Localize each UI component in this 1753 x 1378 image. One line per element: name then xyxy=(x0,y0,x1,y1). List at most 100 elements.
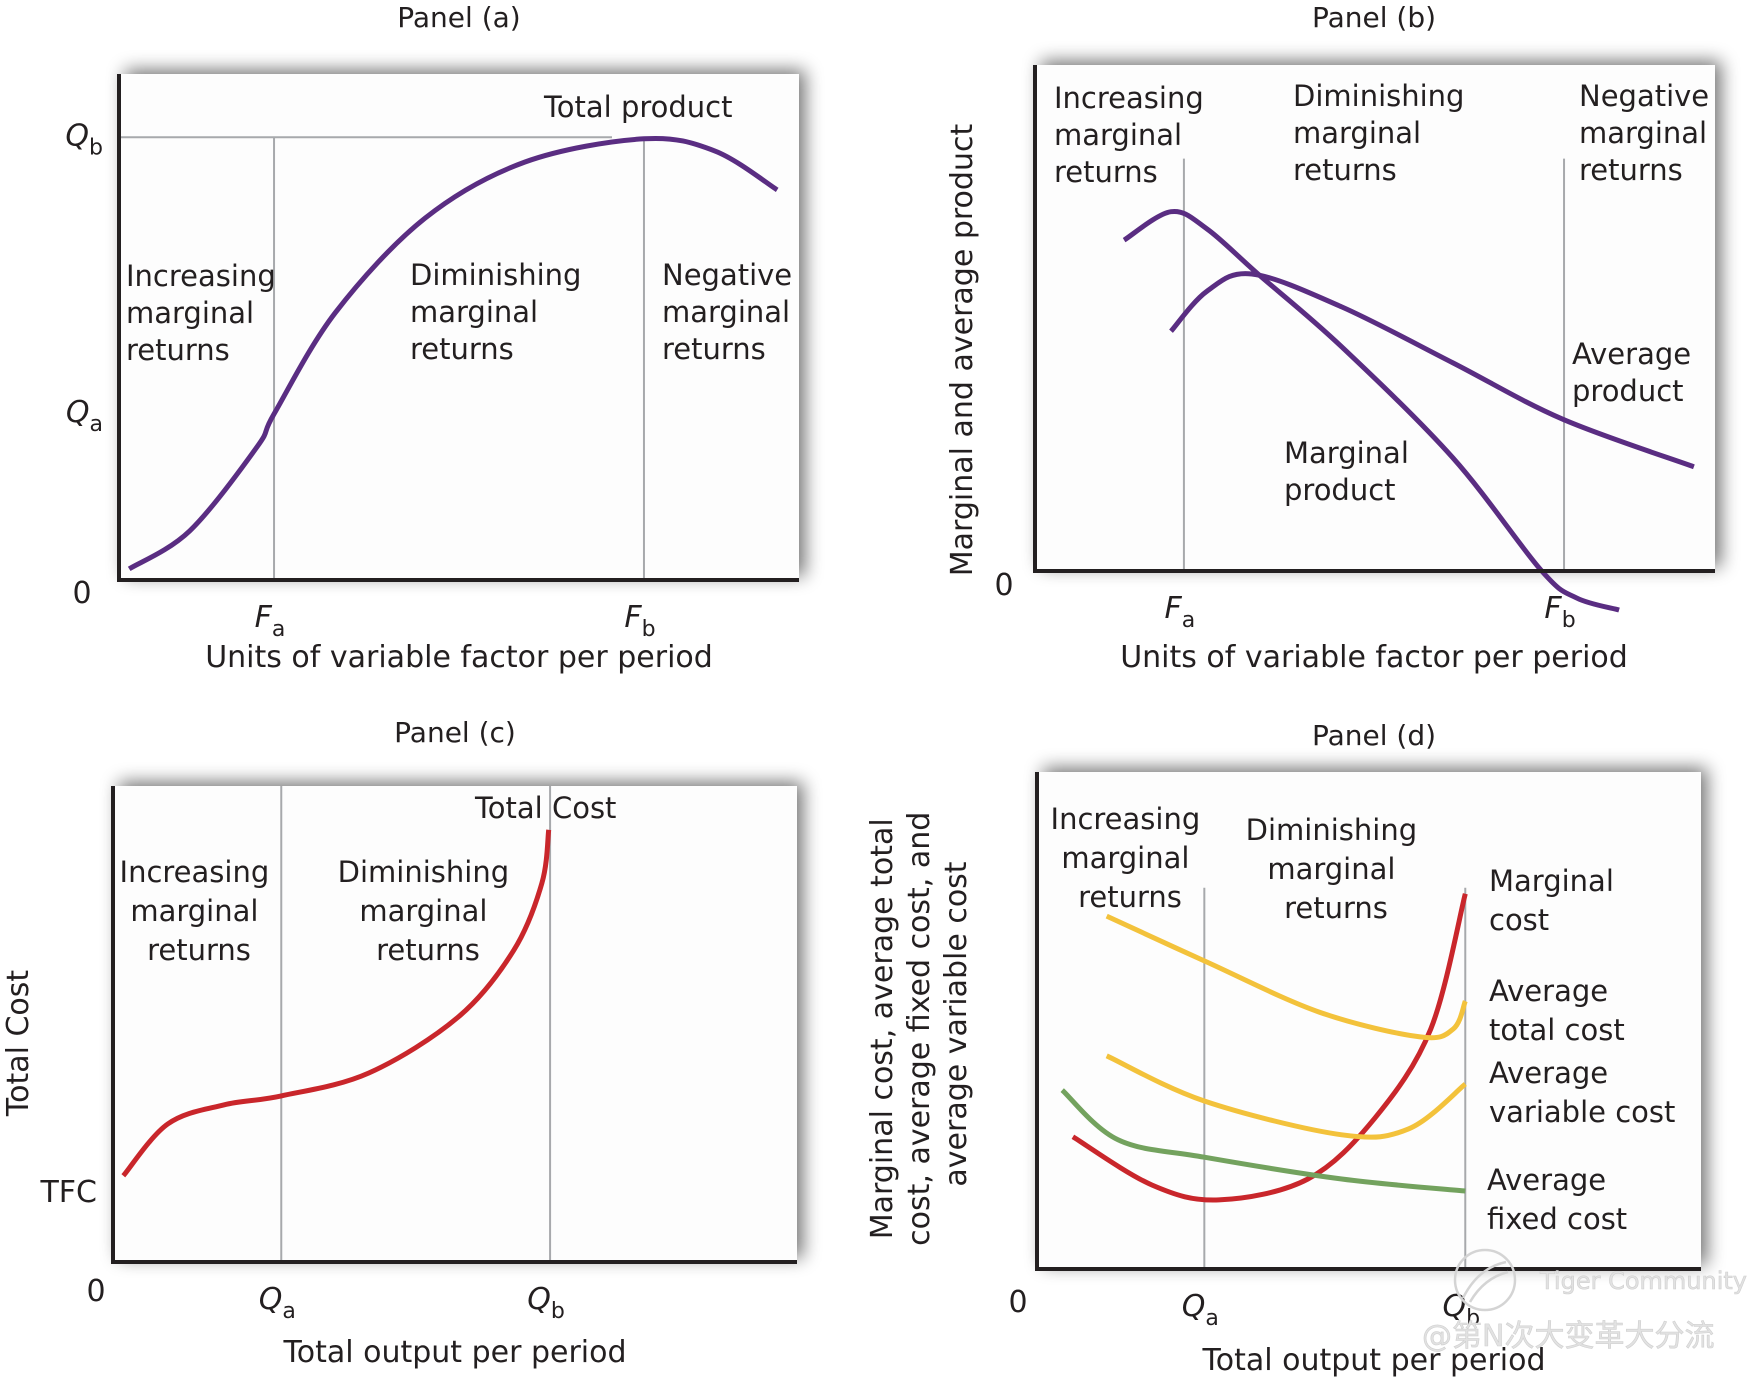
tiger-logo-icon xyxy=(1453,1248,1517,1312)
panel-a-region-increasing: Increasing marginal returns xyxy=(126,259,285,367)
panel-b-x-tick-label: Fb xyxy=(1544,591,1575,633)
region-line: returns xyxy=(410,332,514,366)
panel-b-series-label-marginal-product: Marginal product xyxy=(1284,436,1418,507)
region-line: returns xyxy=(1579,153,1683,187)
panel-d-series-average-variable-cost xyxy=(1105,1053,1467,1140)
panel-b-frame xyxy=(1035,65,1715,571)
tick-main: Q xyxy=(259,1282,283,1317)
panel-d-curves xyxy=(1060,893,1468,1203)
panel-d-series-label-average-variable-cost: Average variable cost xyxy=(1489,1056,1675,1129)
tick-main: Q xyxy=(1182,1289,1206,1324)
panel-d-series-label-marginal-cost: Marginal cost xyxy=(1489,864,1623,937)
panel-a-region-diminishing: Diminishing marginal returns xyxy=(410,258,591,366)
tick-main: Q xyxy=(65,118,89,153)
region-line: marginal xyxy=(1579,116,1707,150)
label-line: Average xyxy=(1572,337,1691,371)
region-line: returns xyxy=(662,332,766,366)
tick-sub: a xyxy=(1205,1306,1218,1331)
region-line: Diminishing xyxy=(1246,813,1417,847)
panel-d-title: Panel (d) xyxy=(1312,719,1436,752)
region-line: returns xyxy=(376,933,480,967)
region-line: Increasing xyxy=(120,855,270,889)
panel-c-y-axis-label: Total Cost xyxy=(1,970,36,1118)
region-line: marginal xyxy=(130,894,258,928)
panel-c-series-label-total-cost: Total Cost xyxy=(474,791,616,825)
panel-a-curves xyxy=(127,135,779,572)
region-line: Increasing xyxy=(1051,802,1201,836)
panel-c-guides xyxy=(280,786,552,1262)
panel-a-x-tick-label: Fa xyxy=(255,600,286,642)
region-line: returns xyxy=(1078,880,1182,914)
panel-a-y-tick-label: Qb xyxy=(65,118,103,160)
region-line: marginal xyxy=(1267,852,1395,886)
label-line: Average xyxy=(1489,1056,1608,1090)
label-line: product xyxy=(1284,473,1396,507)
panel-c-title: Panel (c) xyxy=(394,716,516,749)
panel-d-x-tick-label: Qa xyxy=(1182,1289,1219,1331)
y-label-line: average variable cost xyxy=(939,861,974,1186)
panel-d-series-label-average-total-cost: Average total cost xyxy=(1489,974,1625,1047)
label-line: Average xyxy=(1489,974,1608,1008)
region-line: marginal xyxy=(1054,118,1182,152)
panel-a-frame xyxy=(119,74,799,580)
watermark: Tiger Community @第N次大变革大分流 xyxy=(1422,1248,1747,1354)
panel-d-region-diminishing: Diminishing marginal returns xyxy=(1246,813,1427,925)
region-line: Diminishing xyxy=(410,258,581,292)
region-line: marginal xyxy=(126,296,254,330)
panel-c-region-increasing: Increasing marginal returns xyxy=(120,855,279,967)
tick-main: F xyxy=(1544,591,1562,626)
panel-d-series-label-average-fixed-cost: Average fixed cost xyxy=(1487,1163,1627,1236)
tick-sub: a xyxy=(282,1299,295,1324)
panel-a-y-tick-label: Qa xyxy=(66,395,103,437)
region-line: returns xyxy=(126,333,230,367)
tick-main: Q xyxy=(527,1282,551,1317)
panel-b-curves xyxy=(1122,209,1695,613)
panel-a-origin-label: 0 xyxy=(72,576,91,611)
panel-c-series-total-cost xyxy=(121,829,552,1178)
region-line: marginal xyxy=(410,295,538,329)
tick-main: F xyxy=(624,600,642,635)
panel-b-series-average-product xyxy=(1169,271,1695,470)
panel-d-origin-label: 0 xyxy=(1008,1285,1027,1320)
panel-a: Panel (a) Total product Increasing margi… xyxy=(65,1,799,675)
panel-b-region-diminishing: Diminishing marginal returns xyxy=(1293,79,1474,187)
tick-sub: b xyxy=(89,135,103,160)
region-line: Diminishing xyxy=(338,855,509,889)
panel-d-guides xyxy=(1203,887,1467,1269)
panel-c-x-axis-label: Total output per period xyxy=(282,1335,626,1370)
panel-d: Panel (d) Increasing marginal returns Di… xyxy=(865,719,1701,1378)
region-line: returns xyxy=(1054,155,1158,189)
tick-main: F xyxy=(255,600,273,635)
panel-b-x-axis-label: Units of variable factor per period xyxy=(1120,640,1628,675)
panel-c-y-tick-label: TFC xyxy=(39,1175,97,1210)
panel-c-region-diminishing: Diminishing marginal returns xyxy=(338,855,519,967)
label-line: variable cost xyxy=(1489,1095,1675,1129)
panel-d-y-axis-label: Marginal cost, average total cost, avera… xyxy=(865,802,974,1246)
region-line: marginal xyxy=(662,295,790,329)
panel-a-x-tick-label: Fb xyxy=(624,600,655,642)
watermark-handle: @第N次大变革大分流 xyxy=(1422,1319,1714,1354)
panel-a-guides xyxy=(119,136,645,580)
tick-sub: b xyxy=(642,617,656,642)
region-line: Increasing xyxy=(126,259,276,293)
panel-b-x-tick-label: Fa xyxy=(1165,591,1196,633)
panel-b-guides xyxy=(1182,158,1566,571)
panel-a-x-axis-label: Units of variable factor per period xyxy=(205,640,713,675)
panel-b-title: Panel (b) xyxy=(1312,1,1436,34)
panel-a-series-total-product xyxy=(127,135,779,572)
label-line: product xyxy=(1572,374,1684,408)
panel-b-region-negative: Negative marginal returns xyxy=(1579,79,1718,187)
panel-c-y-ticks: TFC xyxy=(39,1175,97,1210)
tick-sub: b xyxy=(1466,1306,1480,1331)
panel-c-x-ticks: Qa Qb xyxy=(259,1282,565,1324)
tick-main: F xyxy=(1165,591,1183,626)
panel-c: Panel (c) Total Cost Increasing marginal… xyxy=(1,716,797,1370)
label-line: fixed cost xyxy=(1487,1202,1627,1236)
label-line: Marginal xyxy=(1284,436,1409,470)
region-line: Negative xyxy=(1579,79,1709,113)
tick-sub: a xyxy=(90,412,103,437)
region-line: Diminishing xyxy=(1293,79,1464,113)
panel-d-frame xyxy=(1037,772,1701,1269)
